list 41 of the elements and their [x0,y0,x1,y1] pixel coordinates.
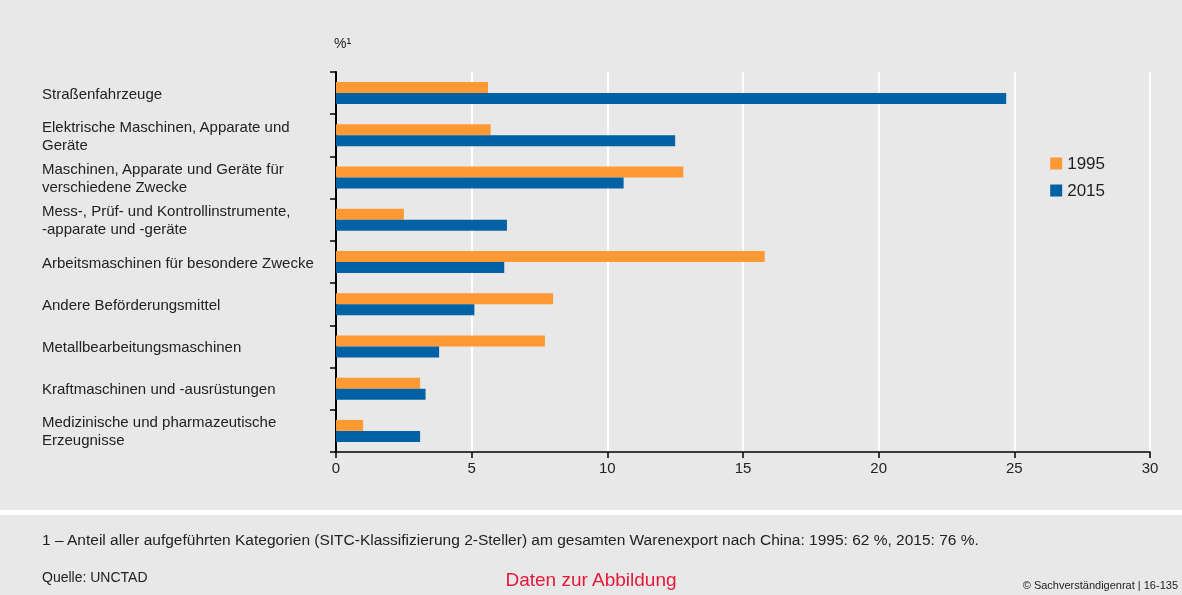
bar [336,135,676,147]
legend-label: 1995 [1067,154,1106,173]
bar [336,388,426,400]
bar [336,124,491,136]
bar [336,251,765,262]
x-axis-title: %¹ [334,35,352,51]
x-tick-label: 15 [734,459,752,476]
bar [336,304,475,316]
text: 1 – Anteil aller aufgeführten Kategorien (SITC-Klassifizierung 2-Steller) am gesamten Warenexport nach China: 1995: 62 %, 2015: 76 %. [42,531,979,549]
y-tick-label: Metallbearbeitungsmaschinen [42,337,242,355]
bar [336,82,488,94]
bar [336,419,364,431]
bar [336,262,505,273]
bar [336,177,624,189]
legend-label: 2015 [1067,181,1106,200]
bar [336,377,421,389]
bar [336,430,421,442]
bar [336,293,554,305]
y-tick-label: Mess-, Prüf- und Kontrollinstrumente, -apparate und -geräte [42,202,295,238]
y-tick-label: Medizinische und pharmazeutische Erzeugnisse [42,413,281,449]
x-tick-label: 0 [331,459,341,476]
x-tick-label: 20 [870,459,888,476]
x-tick-label: 25 [1005,459,1023,476]
y-tick-label: Kraftmaschinen und -ausrüstungen [42,380,276,398]
y-tick-label: Arbeitsmaschinen für besondere Zwecke [42,253,314,271]
source-note: Quelle: UNCTAD [42,569,148,585]
bar [336,346,440,358]
bar [336,219,507,231]
bar [336,335,545,347]
bar [336,208,404,220]
x-tick-label: 10 [598,459,616,476]
x-tick-label: 5 [467,459,476,476]
bar [336,93,1007,105]
text: Daten zur Abbildung [505,569,677,590]
bar [336,166,684,178]
x-tick-label: 30 [1141,459,1159,476]
y-tick-label: Straßenfahrzeuge [42,84,163,102]
y-tick-label: Maschinen, Apparate und Geräte für verschiedene Zwecke [42,160,288,196]
y-tick-label: Andere Beförderungsmittel [42,295,221,313]
y-tick-label: Elektrische Maschinen, Apparate und Geräte [42,117,294,153]
text: © Sachverständigenrat | 16-135 [1022,579,1178,591]
